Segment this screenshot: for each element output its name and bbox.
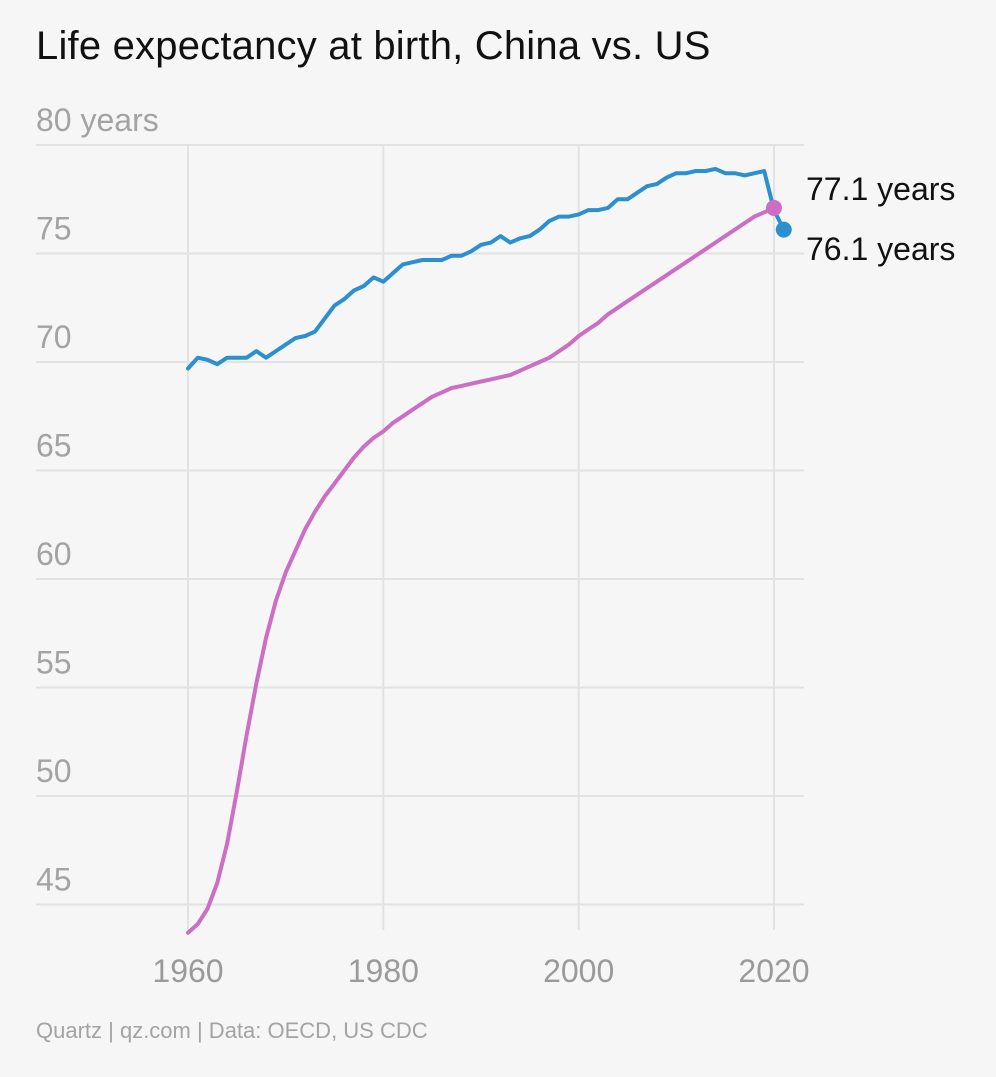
source-footer: Quartz | qz.com | Data: OECD, US CDC [36, 1018, 428, 1043]
y-tick-label: 75 [36, 211, 72, 247]
series-line [186, 205, 776, 935]
series-end-label: 77.1 years [806, 171, 955, 207]
end-labels: 76.1 years 77.1 years [806, 171, 955, 267]
series-line [186, 166, 786, 371]
gridlines [36, 144, 804, 930]
x-tick-label: 2000 [543, 953, 614, 989]
x-tick-label: 1960 [152, 953, 223, 989]
y-tick-label: 45 [36, 862, 72, 898]
y-tick-label: 65 [36, 428, 72, 464]
y-tick-label: 55 [36, 645, 72, 681]
series-end-marker [775, 221, 792, 238]
x-axis-labels: 1960 1980 2000 2020 [152, 953, 809, 989]
series [186, 166, 792, 935]
series-end-marker [766, 199, 782, 216]
series-end-label: 76.1 years [806, 231, 955, 267]
y-axis-labels: 80 years 75 70 65 60 55 50 45 [36, 102, 159, 898]
x-tick-label: 2020 [738, 953, 809, 989]
x-tick-label: 1980 [348, 953, 419, 989]
y-unit-label: 80 years [36, 102, 159, 138]
chart-title: Life expectancy at birth, China vs. US [36, 24, 711, 68]
y-tick-label: 60 [36, 536, 72, 572]
y-tick-label: 70 [36, 319, 72, 355]
y-tick-label: 50 [36, 753, 72, 789]
